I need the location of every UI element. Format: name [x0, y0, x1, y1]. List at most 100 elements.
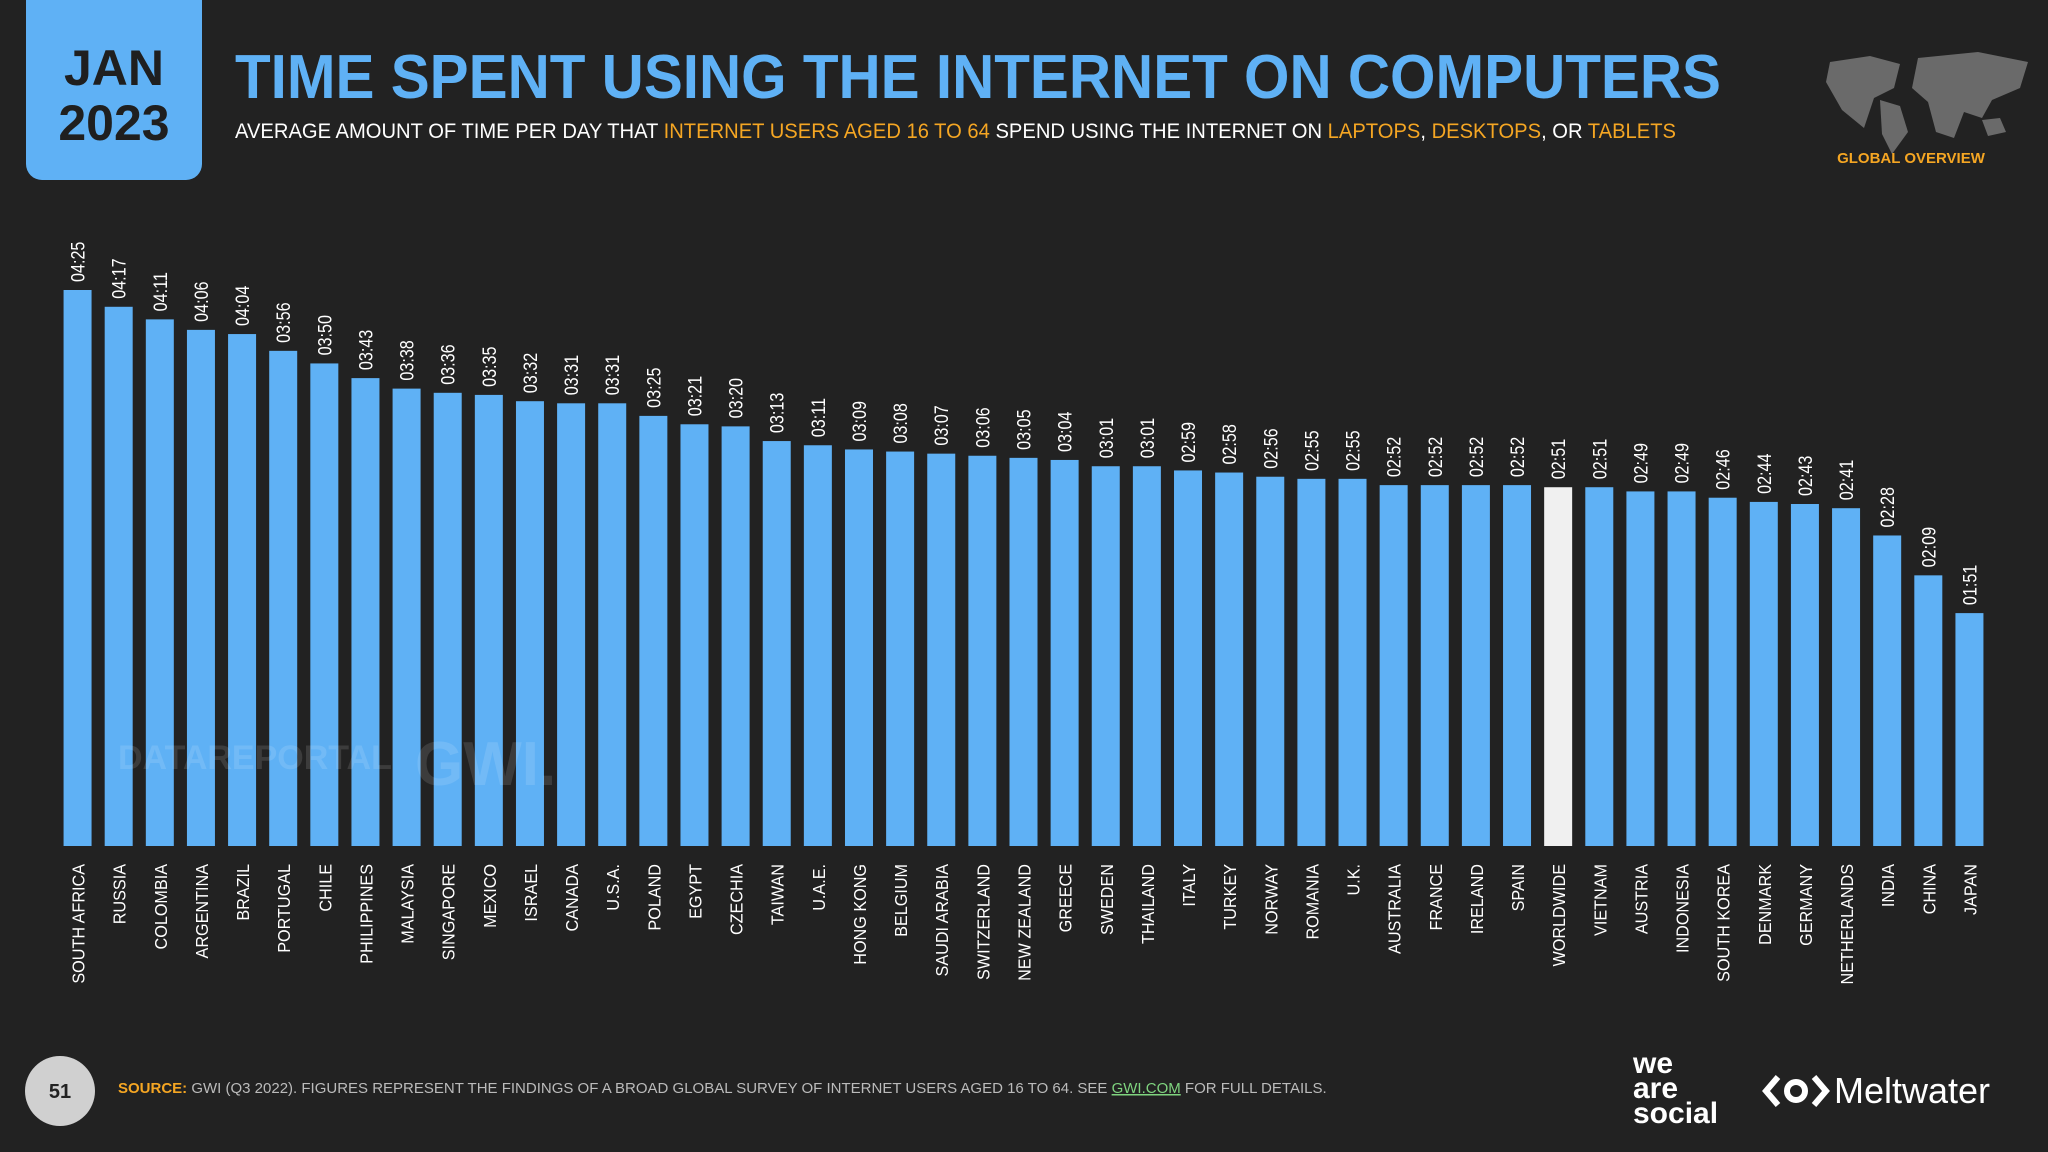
bar [1832, 508, 1861, 846]
bar [1379, 485, 1408, 846]
subtitle-segment: LAPTOPS [1328, 120, 1421, 143]
x-tick-label: COLOMBIA [151, 863, 171, 949]
bar [433, 392, 462, 846]
value-label: 03:31 [561, 355, 583, 395]
value-label: 04:04 [232, 285, 254, 326]
value-label: 03:04 [1054, 411, 1076, 452]
value-label: 02:28 [1877, 487, 1899, 528]
bar [1132, 466, 1161, 846]
logo-we-are-social: social [1633, 1097, 1718, 1130]
value-label: 03:21 [684, 376, 706, 416]
x-tick-label: BELGIUM [891, 864, 911, 937]
bar [1256, 476, 1285, 846]
bar [145, 319, 174, 846]
value-label: 02:52 [1507, 437, 1529, 477]
x-tick-label: INDIA [1878, 863, 1898, 907]
bar [1667, 491, 1696, 846]
value-label: 03:31 [602, 355, 624, 395]
bar [762, 441, 791, 846]
bar [927, 453, 956, 846]
watermark: GWI. [415, 730, 556, 799]
watermark: DATAREPORTAL [118, 739, 392, 777]
logo-we-are-social: are [1633, 1072, 1678, 1105]
bar [1297, 478, 1326, 846]
value-label: 02:41 [1836, 460, 1858, 500]
x-tick-label: U.S.A. [603, 864, 623, 911]
x-tick-label: THAILAND [1138, 864, 1158, 944]
bar [680, 424, 709, 846]
x-tick-label: WORLDWIDE [1549, 864, 1569, 967]
bar [186, 329, 215, 846]
value-label: 03:01 [1137, 418, 1159, 458]
value-label: 02:52 [1383, 437, 1405, 477]
x-tick-label: MEXICO [480, 864, 500, 928]
value-label: 03:09 [849, 401, 871, 441]
subtitle-segment: , OR [1541, 120, 1588, 143]
value-label: 03:05 [1013, 409, 1035, 450]
x-tick-label: PORTUGAL [274, 864, 294, 953]
value-label: 03:07 [931, 405, 953, 445]
bar [1914, 575, 1943, 846]
value-label: 02:55 [1301, 430, 1323, 471]
badge: GLOBAL OVERVIEW [1837, 150, 1986, 167]
value-label: 03:08 [890, 403, 912, 444]
bar [63, 290, 92, 846]
bar [515, 401, 544, 846]
x-tick-label: U.K. [1344, 864, 1364, 895]
plot: 04:25 SOUTH AFRICA 04:17 RUSSIA 04:11 COLOMBI… [63, 241, 1984, 985]
source-label: SOURCE: [118, 1080, 187, 1097]
page-number: 51 [49, 1081, 71, 1103]
x-tick-label: FRANCE [1426, 864, 1446, 931]
world-map-icon [1826, 52, 2028, 154]
bar [1955, 613, 1984, 846]
bar [803, 445, 832, 846]
value-label: 02:09 [1918, 527, 1940, 567]
value-label: 01:51 [1959, 565, 1981, 605]
value-label: 04:17 [108, 258, 130, 298]
logo-meltwater: Meltwater [1834, 1070, 1990, 1111]
subtitle-segment: TABLETS [1588, 120, 1676, 143]
subtitle-segment: DESKTOPS [1432, 120, 1542, 143]
x-tick-label: CZECHIA [727, 863, 747, 935]
bar [1461, 485, 1490, 846]
x-tick-label: SWITZERLAND [974, 864, 994, 980]
bar [639, 415, 668, 846]
x-tick-label: DENMARK [1755, 863, 1775, 944]
x-tick-label: NORWAY [1261, 863, 1281, 934]
x-tick-label: AUSTRALIA [1385, 863, 1405, 954]
bar [1174, 470, 1203, 846]
x-tick-label: HONG KONG [850, 864, 870, 965]
x-tick-label: TAIWAN [768, 864, 788, 925]
value-label: 02:58 [1219, 424, 1241, 465]
value-label: 03:56 [273, 302, 295, 343]
bar [1873, 535, 1902, 846]
value-label: 02:51 [1589, 439, 1611, 479]
bar [968, 455, 997, 846]
meltwater-icon [1762, 1075, 1830, 1107]
x-tick-label: ITALY [1179, 863, 1199, 906]
subtitle-segment: SPEND USING THE INTERNET ON [990, 120, 1328, 143]
bar [1708, 497, 1737, 846]
x-tick-label: NETHERLANDS [1837, 864, 1857, 985]
value-label: 03:36 [437, 344, 459, 385]
bar [310, 363, 339, 846]
value-label: 04:11 [150, 272, 172, 311]
source: SOURCE: GWI (Q3 2022). FIGURES REPRESENT… [118, 1080, 1327, 1097]
x-tick-label: SWEDEN [1097, 864, 1117, 935]
page-badge [25, 1056, 95, 1126]
value-label: 02:56 [1260, 428, 1282, 469]
x-tick-label: ROMANIA [1303, 863, 1323, 939]
x-tick-label: NEW ZEALAND [1015, 864, 1035, 981]
x-tick-label: RUSSIA [110, 863, 130, 924]
bar [1544, 487, 1573, 846]
value-label: 02:43 [1795, 455, 1817, 496]
value-label: 02:46 [1712, 449, 1734, 490]
x-tick-label: SAUDI ARABIA [932, 863, 952, 976]
value-label: 02:55 [1342, 430, 1364, 471]
bar [598, 403, 627, 846]
bar [1215, 472, 1244, 846]
value-label: 02:44 [1754, 453, 1776, 494]
source-link[interactable]: GWI.COM [1112, 1080, 1181, 1097]
source-text: FOR FULL DETAILS. [1181, 1080, 1327, 1097]
